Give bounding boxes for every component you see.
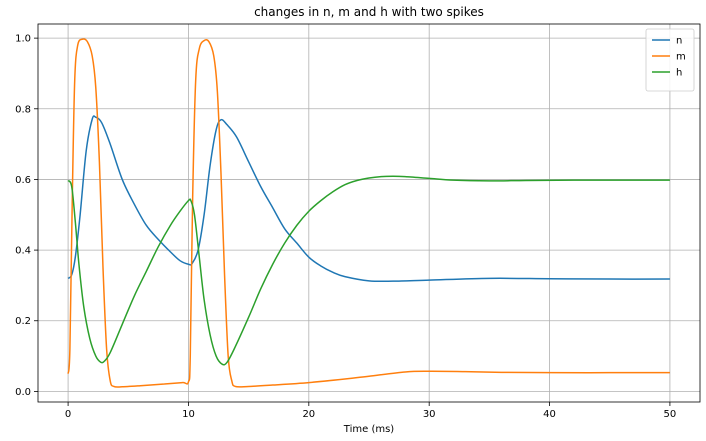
ticks: 0 10 20 30 40 50 0.0 0.2 0.4 0.6 0.8 1.0 (15, 34, 676, 420)
y-tick-label: 0.2 (15, 316, 31, 327)
y-tick-label: 0.0 (15, 387, 31, 398)
x-tick-label: 40 (543, 409, 556, 420)
series-layer (67, 38, 670, 388)
series-line-h (67, 175, 670, 366)
legend-label-m: m (676, 52, 686, 63)
legend: nmh (645, 28, 695, 92)
y-tick-label: 0.8 (15, 104, 31, 115)
x-tick-label: 50 (664, 409, 677, 420)
x-tick-label: 20 (302, 409, 315, 420)
chart-title: changes in n, m and h with two spikes (254, 5, 484, 19)
legend-box (645, 28, 695, 92)
legend-label-n: n (676, 36, 682, 47)
plot-frame (37, 23, 701, 403)
x-tick-label: 30 (423, 409, 436, 420)
legend-label-h: h (676, 68, 682, 79)
x-axis-label: Time (ms) (343, 424, 395, 435)
series-line-n (67, 115, 670, 283)
y-tick-label: 0.6 (15, 175, 31, 186)
y-tick-label: 1.0 (15, 34, 31, 45)
series-line-m (67, 38, 670, 388)
y-tick-label: 0.4 (15, 246, 31, 257)
x-tick-label: 0 (65, 409, 71, 420)
x-tick-label: 10 (182, 409, 195, 420)
